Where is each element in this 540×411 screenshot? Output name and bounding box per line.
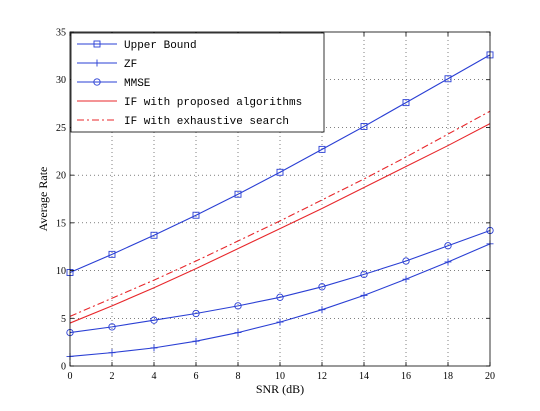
series-3 [69,123,491,324]
square-marker [360,123,368,130]
plus-marker [93,59,101,67]
square-marker [234,190,242,198]
series-line [69,229,491,334]
plus-marker [108,349,116,357]
legend-label: ZF [124,59,137,71]
y-axis-label: Average Rate [36,167,50,232]
square-marker [108,250,116,258]
y-tick-label: 35 [56,28,66,39]
plus-marker [150,344,158,352]
legend-item: IF with proposed algorithms [77,97,302,109]
plus-marker [192,337,200,345]
y-tick-label: 20 [56,171,66,182]
plus-marker [402,275,410,283]
plus-marker [318,306,326,314]
circle-marker [192,309,200,318]
y-tick-label: 5 [61,314,66,325]
square-marker [444,75,452,83]
series-layer [66,51,494,360]
x-tick-label: 10 [275,371,285,382]
y-tick-label: 0 [61,362,66,373]
square-marker [402,99,410,107]
circle-marker [276,293,284,301]
series-0 [66,51,494,276]
x-tick-label: 8 [236,371,241,382]
legend-label: Upper Bound [124,40,197,52]
x-tick-label: 2 [110,371,115,382]
plus-marker [444,258,452,266]
circle-marker [108,323,116,331]
series-4 [69,110,491,317]
series-line [69,54,491,273]
y-tick-label: 30 [56,75,66,86]
legend-label: IF with proposed algorithms [124,97,302,109]
circle-marker [402,257,410,265]
square-marker [276,168,284,176]
ticks-layer: 0 2 4 6 8 10 12 14 16 18 20 0 5 10 15 20 25 30 35 [56,28,495,383]
x-tick-label: 6 [194,371,199,382]
x-tick-label: 14 [359,371,369,382]
y-tick-label: 10 [56,266,66,277]
legend-item: IF with exhaustive search [77,116,289,128]
plus-marker [276,318,284,326]
plus-marker [360,291,368,299]
y-tick-label: 15 [56,218,66,229]
circle-marker [318,283,326,291]
circle-marker [360,270,368,279]
y-tick-label: 25 [56,123,66,134]
x-tick-label: 20 [485,371,495,382]
legend-item: Upper Bound [77,40,197,52]
circle-marker [444,242,452,250]
x-tick-label: 12 [317,371,327,382]
x-tick-label: 0 [68,371,73,382]
square-marker [192,211,200,219]
circle-marker [93,78,101,86]
square-marker [93,40,101,48]
legend: Upper Bound ZF MMSE IF with proposed algori… [70,32,325,133]
legend-label: IF with exhaustive search [124,116,289,128]
legend-item: ZF [77,59,137,71]
circle-marker [234,302,242,310]
square-marker [318,145,326,153]
x-tick-label: 16 [401,371,411,382]
x-tick-label: 4 [152,371,157,382]
legend-label: MMSE [124,78,151,90]
series-line [69,110,491,317]
x-tick-label: 18 [443,371,453,382]
series-line [69,123,491,324]
plus-marker [234,329,242,337]
square-marker [150,231,158,239]
x-axis-label: SNR (dB) [256,382,304,396]
circle-marker [150,316,158,324]
legend-item: MMSE [77,78,151,90]
